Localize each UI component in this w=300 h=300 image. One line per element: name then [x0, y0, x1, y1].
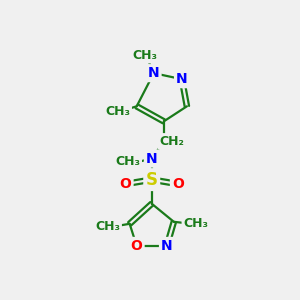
Text: S: S [146, 171, 158, 189]
Text: CH₃: CH₃ [115, 155, 140, 168]
Text: N: N [176, 72, 188, 86]
Text: CH₃: CH₃ [105, 105, 130, 118]
Text: O: O [172, 177, 184, 190]
Text: CH₃: CH₃ [132, 49, 157, 62]
Text: O: O [120, 177, 132, 190]
Text: N: N [161, 239, 172, 253]
Text: N: N [148, 66, 160, 80]
Text: CH₃: CH₃ [95, 220, 120, 233]
Text: CH₂: CH₂ [159, 135, 184, 148]
Text: CH₃: CH₃ [183, 217, 208, 230]
Text: N: N [146, 152, 158, 166]
Text: O: O [131, 239, 142, 253]
